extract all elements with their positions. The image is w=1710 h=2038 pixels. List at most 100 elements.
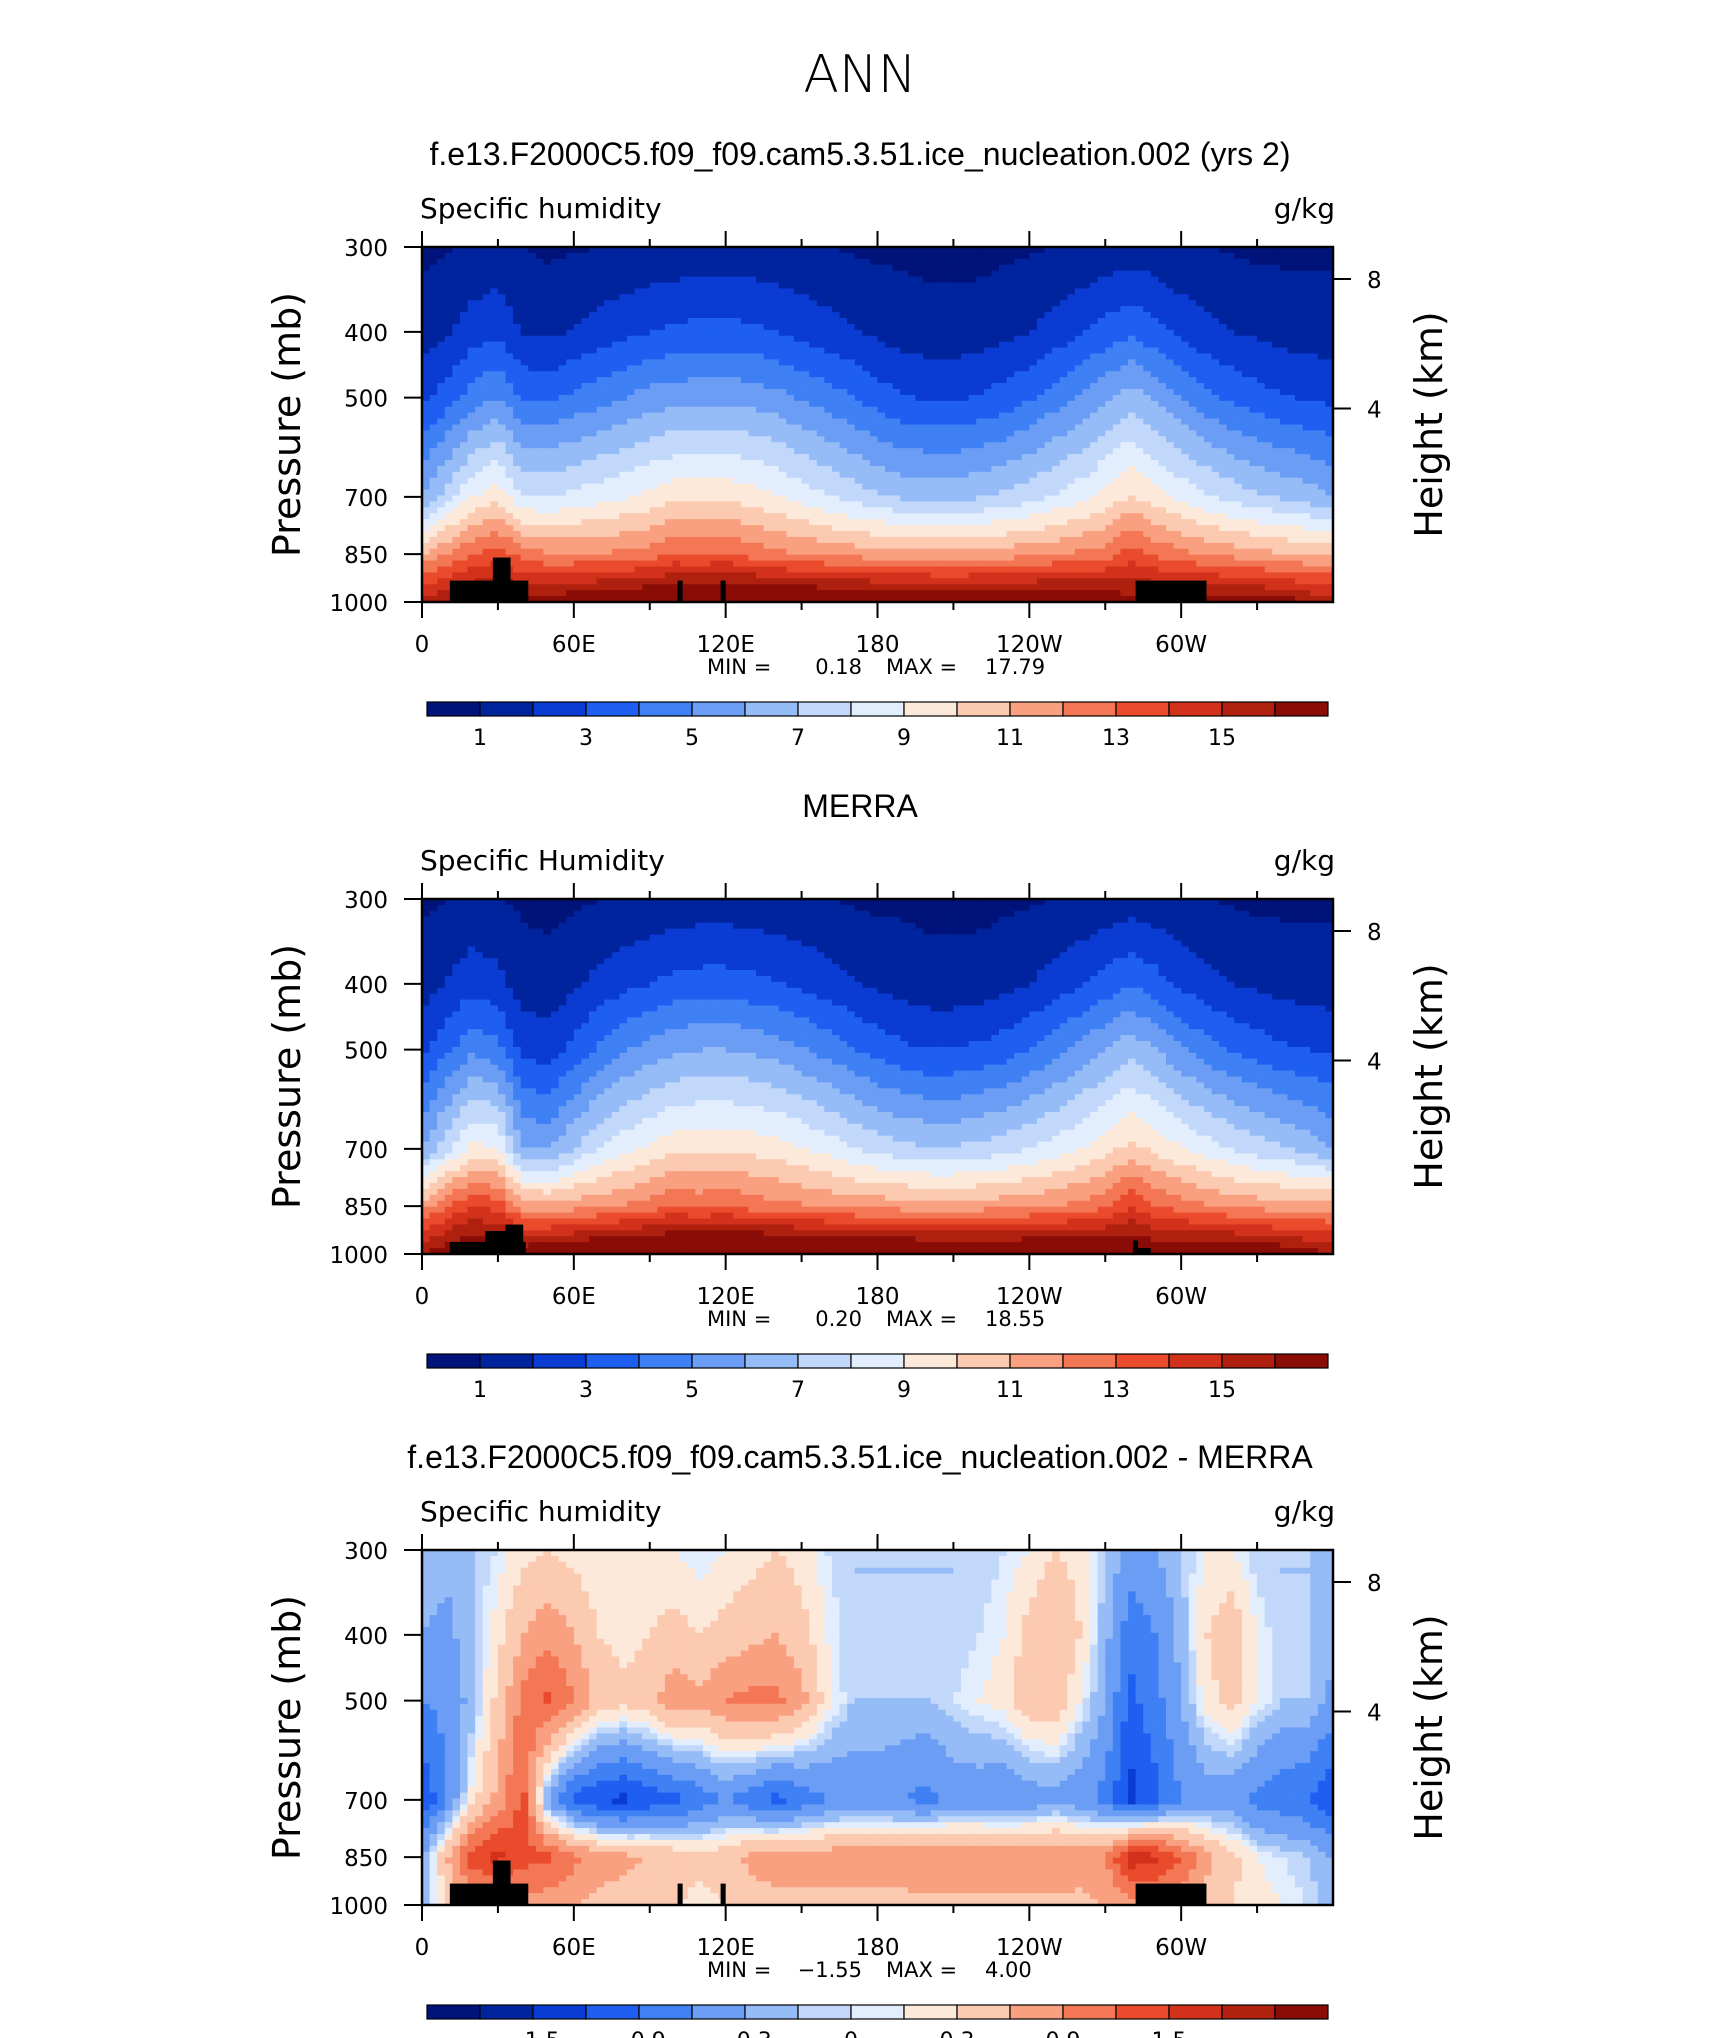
- field-cell: [1014, 394, 1023, 402]
- field-cell: [718, 394, 727, 402]
- field-cell: [505, 288, 514, 295]
- field-cell: [869, 465, 879, 473]
- field-cell: [923, 276, 932, 284]
- field-cell: [1165, 424, 1175, 432]
- field-cell: [1165, 448, 1175, 455]
- field-cell: [968, 483, 977, 491]
- field-cell: [513, 264, 522, 272]
- field-cell: [1226, 371, 1235, 378]
- field-cell: [1325, 477, 1334, 485]
- field-cell: [672, 300, 681, 307]
- field-cell: [998, 483, 1008, 491]
- field-cell: [672, 306, 681, 313]
- field-cell: [854, 400, 863, 408]
- field-cell: [983, 394, 992, 402]
- field-cell: [1105, 258, 1114, 266]
- field-cell: [657, 258, 666, 266]
- field-cell: [869, 406, 879, 414]
- field-cell: [467, 288, 476, 295]
- field-cell: [1112, 394, 1122, 402]
- field-cell: [467, 377, 476, 384]
- field-cell: [1226, 412, 1235, 420]
- field-cell: [923, 460, 932, 467]
- field-cell: [1135, 270, 1144, 278]
- field-cell: [444, 465, 453, 473]
- field-cell: [998, 318, 1008, 325]
- field-cell: [1006, 282, 1015, 290]
- field-cell: [596, 389, 605, 396]
- field-cell: [1234, 454, 1243, 461]
- field-cell: [596, 448, 605, 455]
- field-cell: [1203, 371, 1213, 378]
- field-cell: [429, 430, 438, 437]
- field-cell: [710, 318, 719, 325]
- field-cell: [1188, 300, 1197, 307]
- field-cell: [968, 383, 977, 390]
- field-cell: [1128, 264, 1137, 272]
- field-cell: [983, 371, 992, 378]
- field-cell: [771, 383, 780, 390]
- field-cell: [1067, 400, 1076, 408]
- field-cell: [771, 454, 780, 461]
- field-cell: [991, 258, 1000, 266]
- field-cell: [1310, 288, 1319, 295]
- field-cell: [1219, 312, 1228, 319]
- field-cell: [915, 312, 924, 319]
- field-cell: [915, 389, 924, 396]
- field-cell: [862, 318, 871, 325]
- field-cell: [520, 264, 529, 272]
- field-cell: [573, 394, 583, 402]
- field-cell: [961, 406, 970, 414]
- field-cell: [976, 460, 985, 467]
- field-cell: [854, 436, 863, 443]
- field-cell: [642, 436, 651, 443]
- field-cell: [444, 270, 453, 278]
- field-cell: [1067, 247, 1076, 254]
- field-cell: [619, 471, 628, 479]
- field-cell: [1249, 477, 1258, 485]
- field-cell: [452, 489, 461, 497]
- field-cell: [467, 276, 476, 284]
- field-cell: [1052, 400, 1061, 408]
- field-cell: [1059, 424, 1068, 432]
- field-cell: [475, 300, 484, 307]
- field-cell: [649, 312, 658, 319]
- field-cell: [1219, 454, 1228, 461]
- field-cell: [626, 329, 636, 337]
- field-cell: [444, 335, 453, 343]
- field-cell: [1219, 335, 1228, 343]
- field-cell: [801, 335, 810, 343]
- field-cell: [467, 247, 476, 254]
- field-cell: [1241, 294, 1251, 301]
- field-cell: [923, 436, 932, 443]
- field-cell: [938, 430, 947, 437]
- field-cell: [854, 406, 863, 414]
- field-cell: [824, 252, 833, 260]
- field-cell: [801, 359, 810, 366]
- field-cell: [467, 335, 476, 343]
- field-cell: [1082, 448, 1091, 455]
- field-cell: [1302, 365, 1311, 372]
- field-cell: [589, 412, 598, 420]
- field-cell: [528, 306, 537, 313]
- field-cell: [915, 465, 924, 473]
- field-cell: [1044, 258, 1053, 266]
- field-cell: [831, 264, 841, 272]
- field-cell: [748, 430, 757, 437]
- field-cell: [513, 430, 522, 437]
- field-cell: [459, 454, 469, 461]
- field-cell: [1310, 365, 1319, 372]
- field-cell: [718, 489, 727, 497]
- field-cell: [695, 323, 704, 331]
- field-cell: [976, 264, 985, 272]
- field-cell: [1090, 323, 1099, 331]
- field-cell: [1059, 460, 1068, 467]
- field-cell: [900, 270, 909, 278]
- field-cell: [1059, 400, 1068, 408]
- field-cell: [1287, 483, 1296, 491]
- field-cell: [680, 270, 689, 278]
- field-cell: [938, 418, 947, 426]
- field-cell: [672, 282, 681, 290]
- field-cell: [718, 294, 727, 301]
- field-cell: [1143, 400, 1152, 408]
